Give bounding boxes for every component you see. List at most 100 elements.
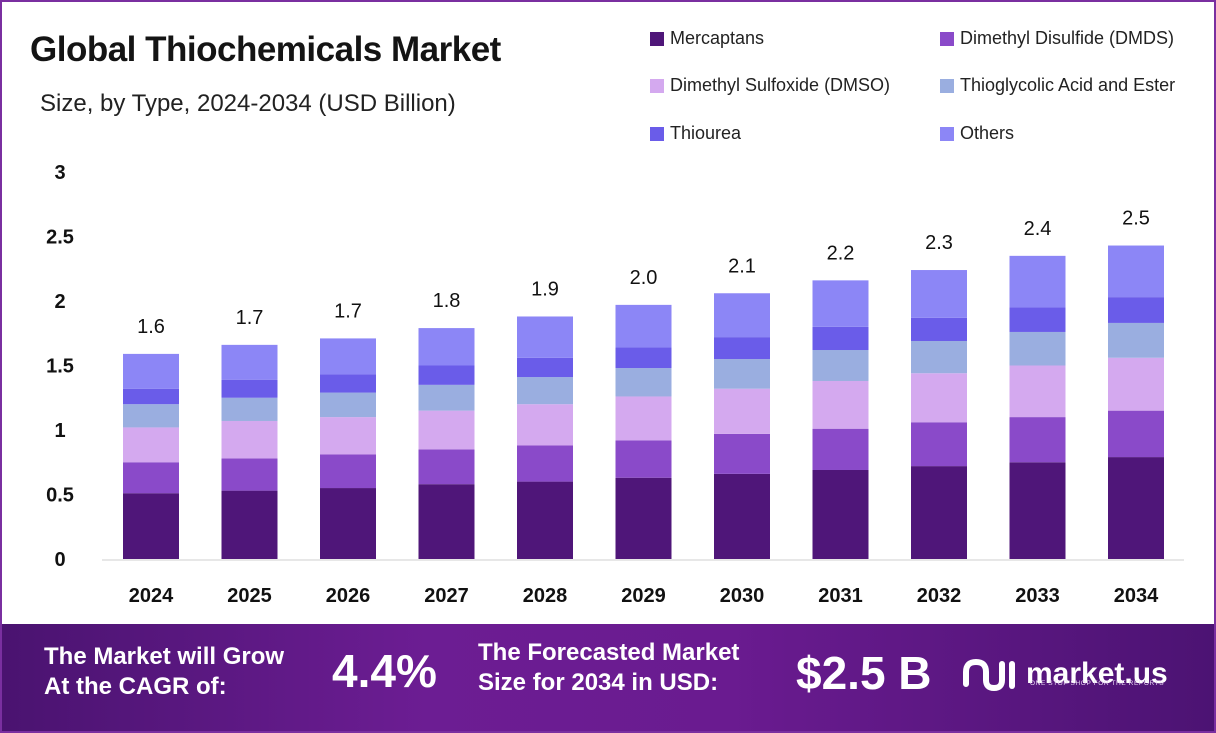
x-tick-label: 2034 bbox=[1114, 585, 1159, 607]
bar-segment bbox=[812, 380, 869, 429]
bar-segment bbox=[1108, 322, 1164, 358]
legend-swatch bbox=[650, 126, 664, 141]
bar-segment bbox=[714, 293, 770, 338]
y-tick-label: 2.5 bbox=[46, 227, 74, 249]
bar-segment bbox=[911, 373, 967, 423]
legend: Mercaptans Dimethyl Disulfide (DMDS) Dim… bbox=[650, 26, 1216, 156]
bar-segment bbox=[911, 270, 967, 318]
bar-segment bbox=[418, 484, 475, 559]
bar-segment bbox=[123, 462, 179, 494]
x-tick-label: 2031 bbox=[818, 585, 863, 607]
x-tick-label: 2030 bbox=[720, 585, 765, 607]
bar-segment bbox=[517, 377, 573, 405]
legend-swatch bbox=[940, 78, 954, 93]
bar-segment bbox=[615, 396, 672, 441]
bar-segment bbox=[615, 304, 672, 348]
bar-segment bbox=[615, 440, 672, 478]
bar-total-label: 1.9 bbox=[531, 278, 559, 300]
forecast-caption-line2: Size for 2034 in USD: bbox=[478, 669, 719, 696]
bar-segment bbox=[517, 481, 573, 559]
x-tick-label: 2026 bbox=[326, 585, 371, 607]
bar-segment bbox=[123, 427, 179, 463]
bar-segment bbox=[1009, 255, 1066, 308]
bar-segment bbox=[221, 397, 278, 421]
bar-total-label: 1.6 bbox=[137, 316, 165, 338]
bar-segment bbox=[1108, 410, 1164, 458]
bar-segment bbox=[714, 388, 770, 434]
legend-item-others: Others bbox=[940, 123, 1014, 144]
bar-segment bbox=[1108, 297, 1164, 323]
bar-segment bbox=[714, 359, 770, 389]
bar-segment bbox=[1108, 245, 1164, 298]
bar-segment bbox=[911, 466, 967, 559]
market-us-logo: market.us bbox=[962, 654, 1168, 694]
bar-total-label: 2.2 bbox=[827, 242, 855, 264]
bar-segment bbox=[517, 445, 573, 482]
chart-title: Global Thiochemicals Market bbox=[30, 30, 501, 69]
legend-swatch bbox=[940, 31, 954, 46]
legend-label: Mercaptans bbox=[670, 28, 765, 48]
bar-segment bbox=[714, 473, 770, 559]
bar-segment bbox=[320, 374, 376, 393]
x-tick-label: 2024 bbox=[129, 585, 174, 607]
logo-text: market.us bbox=[1026, 657, 1168, 690]
bar-segment bbox=[615, 347, 672, 369]
bar-total-label: 1.7 bbox=[236, 307, 264, 329]
bar-total-label: 2.0 bbox=[630, 267, 658, 289]
x-tick-label: 2025 bbox=[227, 585, 272, 607]
bar-segment bbox=[221, 379, 278, 398]
bar-segment bbox=[1009, 417, 1066, 463]
legend-item-thioglycolic: Thioglycolic Acid and Ester bbox=[940, 75, 1175, 96]
logo-mark-icon bbox=[963, 658, 1015, 692]
bar-segment bbox=[812, 428, 869, 470]
bar-segment bbox=[1108, 357, 1164, 411]
bar-total-label: 1.7 bbox=[334, 300, 362, 322]
bar-segment bbox=[1009, 462, 1066, 559]
bar-total-label: 2.4 bbox=[1024, 218, 1052, 240]
bar-segment bbox=[418, 365, 475, 385]
bar-segment bbox=[911, 317, 967, 341]
bar-segment bbox=[517, 357, 573, 378]
forecast-caption-line1: The Forecasted Market bbox=[478, 639, 740, 666]
bar-segment bbox=[123, 493, 179, 559]
legend-label: Dimethyl Disulfide (DMDS) bbox=[960, 28, 1175, 48]
x-tick-label: 2028 bbox=[523, 585, 568, 607]
bar-segment bbox=[714, 337, 770, 360]
bar-total-label: 2.1 bbox=[728, 255, 756, 277]
x-tick-label: 2027 bbox=[424, 585, 469, 607]
legend-item-thiourea: Thiourea bbox=[650, 123, 741, 144]
chart-subtitle: Size, by Type, 2024-2034 (USD Billion) bbox=[40, 90, 456, 117]
y-tick-label: 1.5 bbox=[46, 356, 74, 378]
bar-segment bbox=[320, 454, 376, 489]
bar-segment bbox=[123, 353, 179, 389]
bar-segment bbox=[615, 368, 672, 397]
bar-segment bbox=[911, 422, 967, 467]
logo-tagline: ONE STOP SHOP FOR THE REPORTS bbox=[1030, 680, 1165, 687]
x-tick-label: 2032 bbox=[917, 585, 962, 607]
bar-segment bbox=[517, 316, 573, 358]
bar-segment bbox=[320, 338, 376, 375]
legend-swatch bbox=[940, 126, 954, 141]
y-tick-label: 3 bbox=[54, 162, 65, 184]
bar-segment bbox=[1009, 307, 1066, 332]
forecast-value: $2.5 B bbox=[796, 647, 932, 699]
legend-label: Others bbox=[960, 123, 1015, 143]
legend-item-dmds: Dimethyl Disulfide (DMDS) bbox=[940, 28, 1174, 49]
x-tick-label: 2033 bbox=[1015, 585, 1060, 607]
y-tick-label: 0 bbox=[54, 549, 65, 571]
bar-segment bbox=[812, 350, 869, 381]
bar-segment bbox=[123, 404, 179, 428]
bar-segment bbox=[418, 449, 475, 485]
bar-total-label: 2.5 bbox=[1122, 208, 1150, 230]
bar-segment bbox=[812, 280, 869, 327]
bar-segment bbox=[320, 392, 376, 418]
legend-label: Thiourea bbox=[670, 123, 742, 143]
bar-segment bbox=[1009, 365, 1066, 418]
summary-banner: The Market will Grow At the CAGR of: 4.4… bbox=[2, 624, 1214, 731]
bar-segment bbox=[812, 326, 869, 351]
bar-segment bbox=[221, 458, 278, 491]
legend-swatch bbox=[650, 78, 664, 93]
bar-total-label: 2.3 bbox=[925, 232, 953, 254]
cagr-value: 4.4% bbox=[332, 645, 437, 697]
